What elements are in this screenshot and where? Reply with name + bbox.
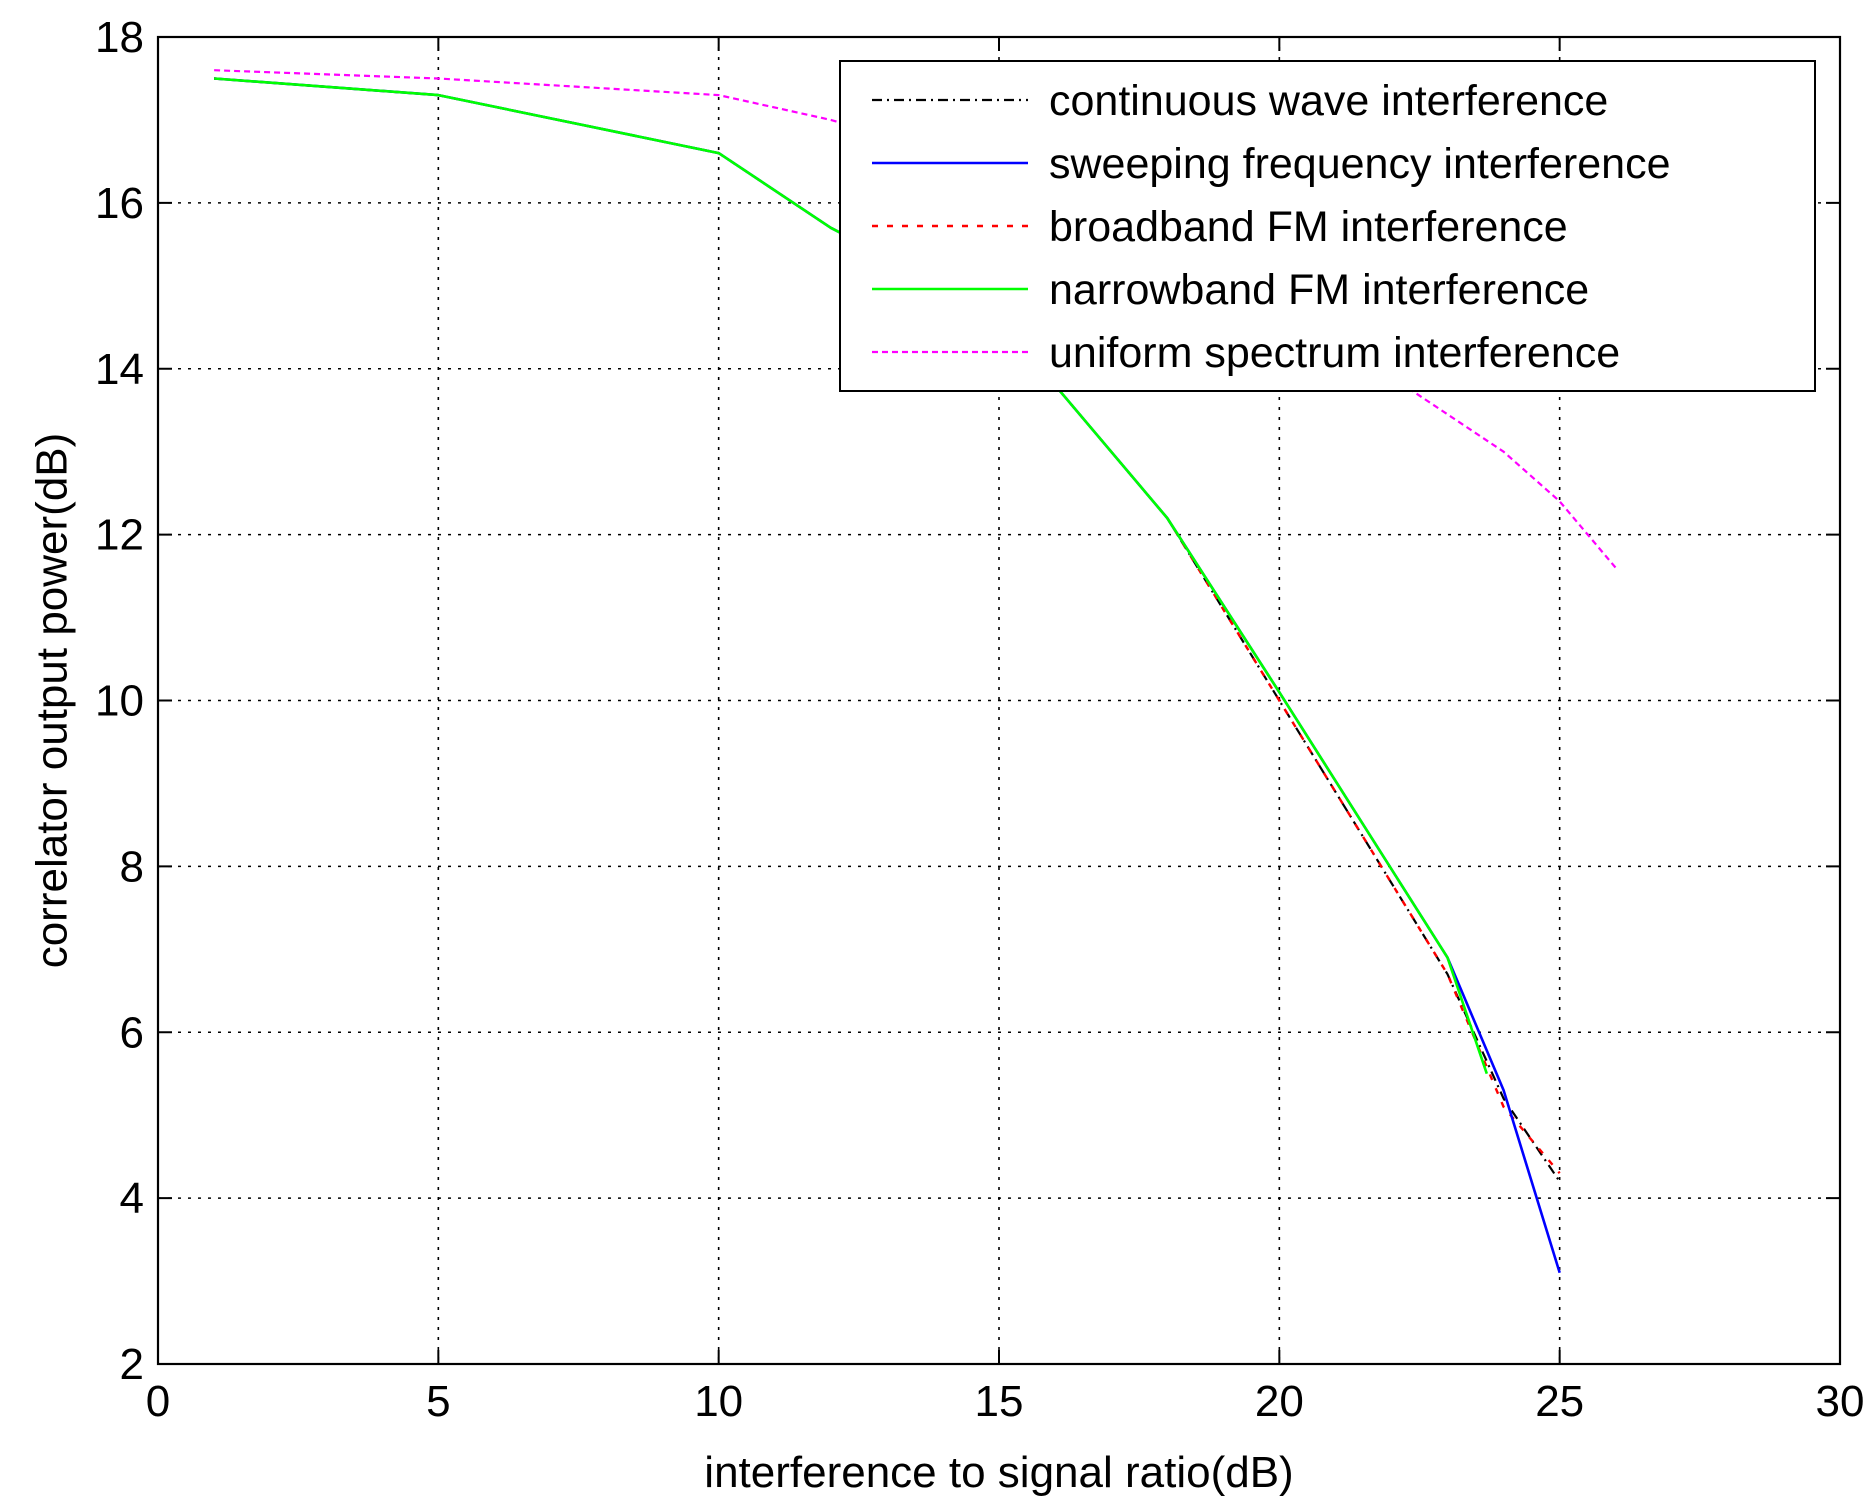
axis-ticks: 0 5 10 15 20 25 30 2 4 6 8 10 12 14 16 18 [95, 13, 1864, 1426]
x-tick-label: 0 [146, 1377, 170, 1426]
legend-label: uniform spectrum interference [1049, 329, 1620, 377]
x-axis-title: interference to signal ratio(dB) [704, 1448, 1293, 1497]
x-tick-label: 5 [426, 1377, 450, 1426]
y-tick-label: 4 [120, 1174, 144, 1223]
legend: continuous wave interference sweeping fre… [839, 60, 1816, 392]
x-tick-label: 30 [1816, 1377, 1865, 1426]
y-tick-label: 14 [95, 345, 144, 394]
legend-label: continuous wave interference [1049, 77, 1608, 125]
x-tick-label: 15 [975, 1377, 1024, 1426]
y-tick-label: 2 [120, 1340, 144, 1389]
x-tick-label: 25 [1535, 1377, 1584, 1426]
y-tick-label: 16 [95, 179, 144, 228]
y-tick-label: 18 [95, 13, 144, 62]
x-tick-label: 20 [1255, 1377, 1304, 1426]
y-axis-title: correlator output power(dB) [28, 433, 77, 969]
y-tick-label: 8 [120, 842, 144, 891]
y-tick-label: 6 [120, 1008, 144, 1057]
y-tick-label: 10 [95, 677, 144, 726]
legend-box [839, 60, 1816, 392]
y-tick-label: 12 [95, 511, 144, 560]
legend-label: sweeping frequency interference [1049, 140, 1670, 188]
legend-label: narrowband FM interference [1049, 266, 1589, 314]
legend-label: broadband FM interference [1049, 203, 1568, 251]
x-tick-label: 10 [694, 1377, 743, 1426]
